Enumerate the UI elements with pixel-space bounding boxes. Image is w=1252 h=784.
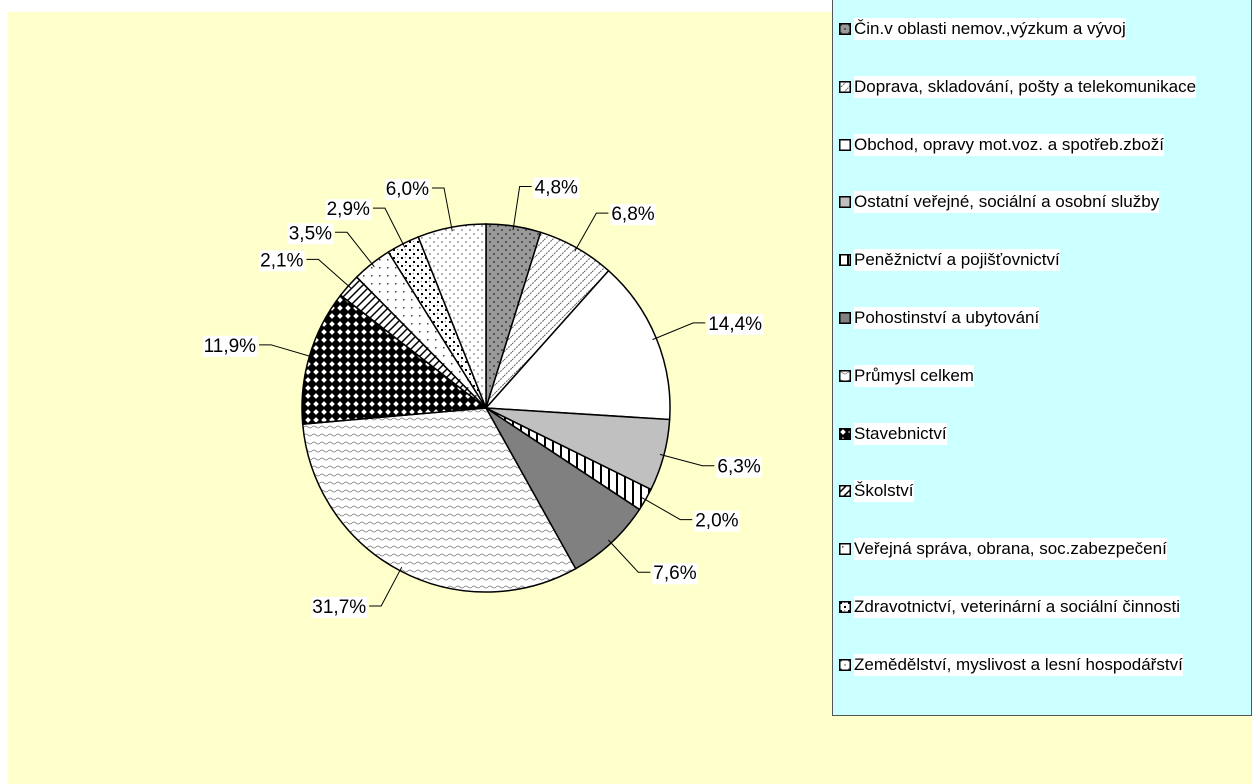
leader-line	[608, 539, 651, 573]
legend-label: Pohostinství a ubytování	[854, 307, 1040, 329]
leader-line	[652, 322, 706, 341]
legend-entry: Čin.v oblasti nemov.,výzkum a vývoj	[839, 18, 1247, 40]
leader-line	[259, 344, 314, 358]
legend-swatch-rect	[839, 23, 851, 35]
value-label-bg	[533, 177, 580, 199]
value-label: 6,0%	[386, 179, 429, 200]
legend-swatch-rect	[839, 485, 851, 498]
value-label-bg	[694, 510, 740, 532]
legend-swatch	[839, 369, 851, 382]
legend-entry: Zdravotnictví, veterinární a sociální či…	[839, 596, 1247, 618]
value-label-bg	[202, 335, 258, 357]
legend-label: Doprava, skladování, pošty a telekomunik…	[854, 75, 1197, 98]
value-label-bg	[716, 456, 762, 478]
legend-swatch	[839, 312, 851, 324]
legend-swatch-rect	[839, 254, 851, 267]
legend-swatch	[839, 80, 851, 93]
legend-swatch-rect	[839, 658, 851, 671]
legend-swatch	[839, 427, 851, 440]
legend-swatch	[839, 601, 851, 613]
legend-swatch	[839, 543, 851, 556]
legend-entry: Pohostinství a ubytování	[839, 307, 1247, 329]
legend-label: Stavebnictví	[854, 422, 947, 445]
legend-entry: Ostatní veřejné, sociální a osobní služb…	[839, 191, 1247, 214]
value-label-bg	[325, 199, 372, 221]
legend-swatch-rect	[839, 427, 851, 440]
legend-swatch-rect	[839, 196, 851, 209]
value-label-bg	[707, 313, 764, 335]
chart: 4,8% 6,8% 14,4% 6,3% 2,0% 7,6% 31,7% 11,9% 2,1% 3…	[202, 177, 764, 618]
leader-line	[659, 453, 715, 467]
value-label: 7,6%	[653, 563, 696, 584]
value-label: 11,9%	[204, 336, 257, 357]
value-label: 6,8%	[611, 204, 654, 225]
value-label: 2,9%	[327, 199, 370, 220]
legend-entry: Doprava, skladování, pošty a telekomunik…	[839, 75, 1247, 98]
legend-label: Průmysl celkem	[854, 364, 974, 387]
value-label: 2,0%	[695, 511, 738, 532]
value-label-bg	[259, 250, 305, 272]
legend-swatch	[839, 658, 851, 671]
legend-entry: Školství	[839, 480, 1247, 503]
legend-swatch-rect	[839, 138, 851, 151]
value-label-bg	[610, 204, 656, 226]
legend-entry: Zemědělství, myslivost a lesní hospodářs…	[839, 653, 1247, 676]
legend-entry: Stavebnictví	[839, 422, 1247, 445]
leader-line	[335, 231, 375, 268]
value-label: 3,5%	[289, 223, 332, 244]
legend-label: Obchod, opravy mot.voz. a spotřeb.zboží	[854, 133, 1164, 156]
value-label: 2,1%	[260, 250, 303, 271]
legend-entry: Peněžnictví a pojišťovnictví	[839, 249, 1247, 272]
legend-label: Zemědělství, myslivost a lesní hospodářs…	[854, 653, 1183, 676]
leader-line	[306, 258, 352, 289]
leader-line	[369, 566, 403, 607]
value-label-bg	[287, 223, 334, 245]
legend-label: Ostatní veřejné, sociální a osobní služb…	[854, 191, 1160, 214]
legend-swatch	[839, 23, 851, 35]
leader-line	[432, 187, 453, 232]
legend-swatch	[839, 254, 851, 267]
legend-label: Peněžnictví a pojišťovnictví	[854, 249, 1060, 272]
value-label-bg	[384, 178, 431, 200]
legend: Čin.v oblasti nemov.,výzkum a vývoj Dopra…	[832, 0, 1252, 716]
legend-swatch	[839, 138, 851, 151]
value-label-bg	[311, 596, 368, 618]
legend-swatch	[839, 196, 851, 209]
value-label: 14,4%	[708, 314, 762, 335]
legend-label: Zdravotnictví, veterinární a sociální či…	[854, 596, 1180, 618]
legend-label: Čin.v oblasti nemov.,výzkum a vývoj	[854, 18, 1126, 40]
legend-entry: Obchod, opravy mot.voz. a spotřeb.zboží	[839, 133, 1247, 156]
leader-line	[574, 212, 609, 252]
value-label-bg	[652, 563, 698, 585]
legend-swatch	[839, 485, 851, 498]
legend-label: Školství	[854, 480, 914, 503]
legend-swatch-rect	[839, 80, 851, 93]
leader-line	[512, 186, 532, 231]
legend-swatch-rect	[839, 601, 851, 613]
legend-swatch-rect	[839, 312, 851, 324]
legend-label: Veřejná správa, obrana, soc.zabezpečení	[854, 538, 1167, 561]
leader-line	[372, 207, 406, 248]
value-label: 4,8%	[535, 178, 578, 199]
legend-swatch-rect	[839, 543, 851, 556]
value-label: 31,7%	[312, 597, 366, 618]
legend-swatch-rect	[839, 369, 851, 382]
legend-entry: Veřejná správa, obrana, soc.zabezpečení	[839, 538, 1247, 561]
legend-entry: Průmysl celkem	[839, 364, 1247, 387]
leader-line	[641, 497, 693, 521]
value-label: 6,3%	[717, 457, 760, 478]
